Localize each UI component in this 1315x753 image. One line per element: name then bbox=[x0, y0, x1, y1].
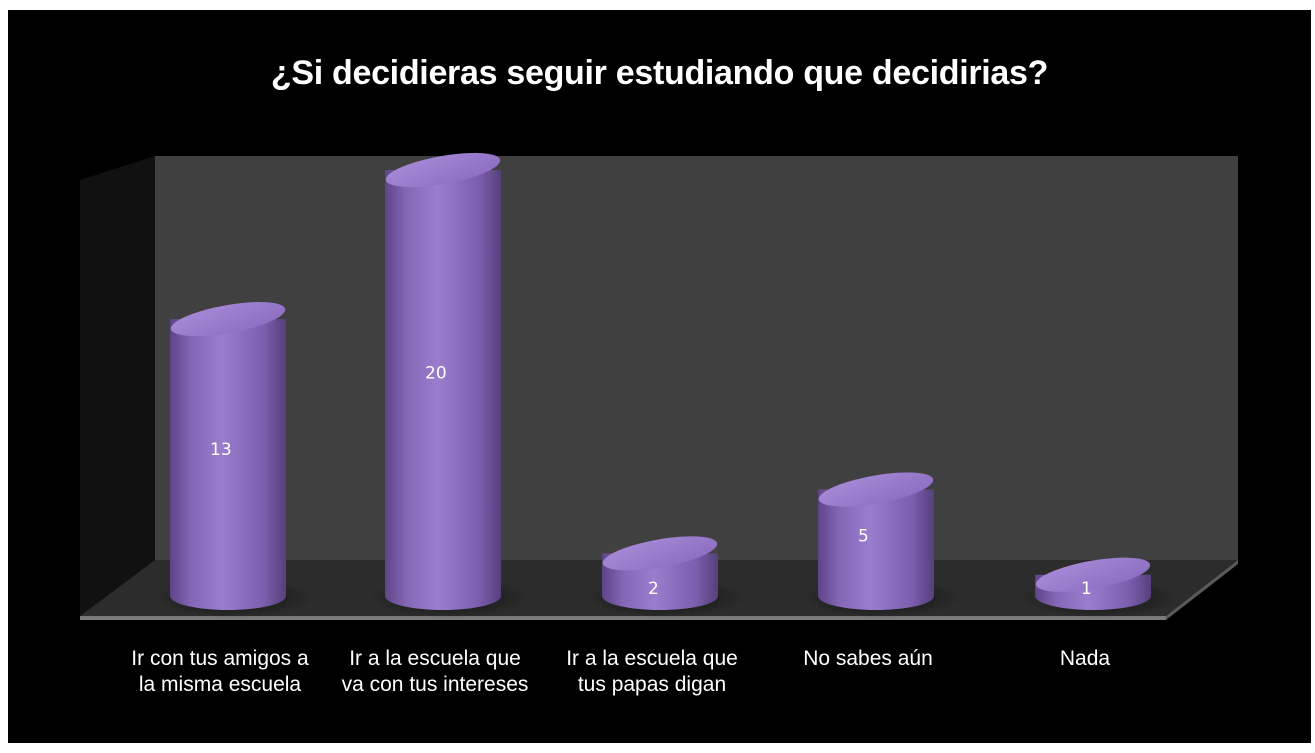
chart-frame: ¿Si decidieras seguir estudiando que dec… bbox=[8, 10, 1311, 743]
bar-body bbox=[818, 489, 934, 610]
bar: 1 bbox=[1019, 557, 1179, 618]
data-label: 2 bbox=[648, 579, 659, 599]
bar-top bbox=[1035, 557, 1151, 592]
data-label: 13 bbox=[210, 440, 232, 460]
category-label: Nada bbox=[1059, 647, 1111, 670]
bar-body bbox=[385, 170, 501, 610]
plot-area: 13 20 2 5 1 bbox=[80, 152, 1238, 620]
back-wall bbox=[155, 156, 1238, 560]
data-label: 5 bbox=[858, 527, 869, 547]
bar: 13 bbox=[154, 302, 314, 618]
bar-top bbox=[818, 472, 934, 507]
category-label: No sabes aún bbox=[803, 647, 933, 670]
bar-top bbox=[170, 302, 286, 337]
bar: 20 bbox=[369, 152, 529, 618]
bar-body bbox=[170, 319, 286, 610]
chart-title: ¿Si decidieras seguir estudiando que dec… bbox=[270, 54, 1049, 92]
category-label: Ir con tus amigos a la misma escuela bbox=[131, 647, 309, 696]
bar: 2 bbox=[586, 536, 746, 618]
category-label: Ir a la escuela que tus papas digan bbox=[566, 647, 738, 696]
bar: 5 bbox=[802, 472, 962, 618]
bar-top bbox=[385, 152, 501, 188]
bar-top bbox=[602, 536, 718, 571]
side-wall bbox=[80, 156, 155, 616]
category-label: Ir a la escuela que va con tus intereses bbox=[341, 647, 529, 696]
data-label: 20 bbox=[425, 364, 447, 384]
floor-side-edge bbox=[1166, 560, 1238, 620]
data-label: 1 bbox=[1081, 579, 1092, 599]
